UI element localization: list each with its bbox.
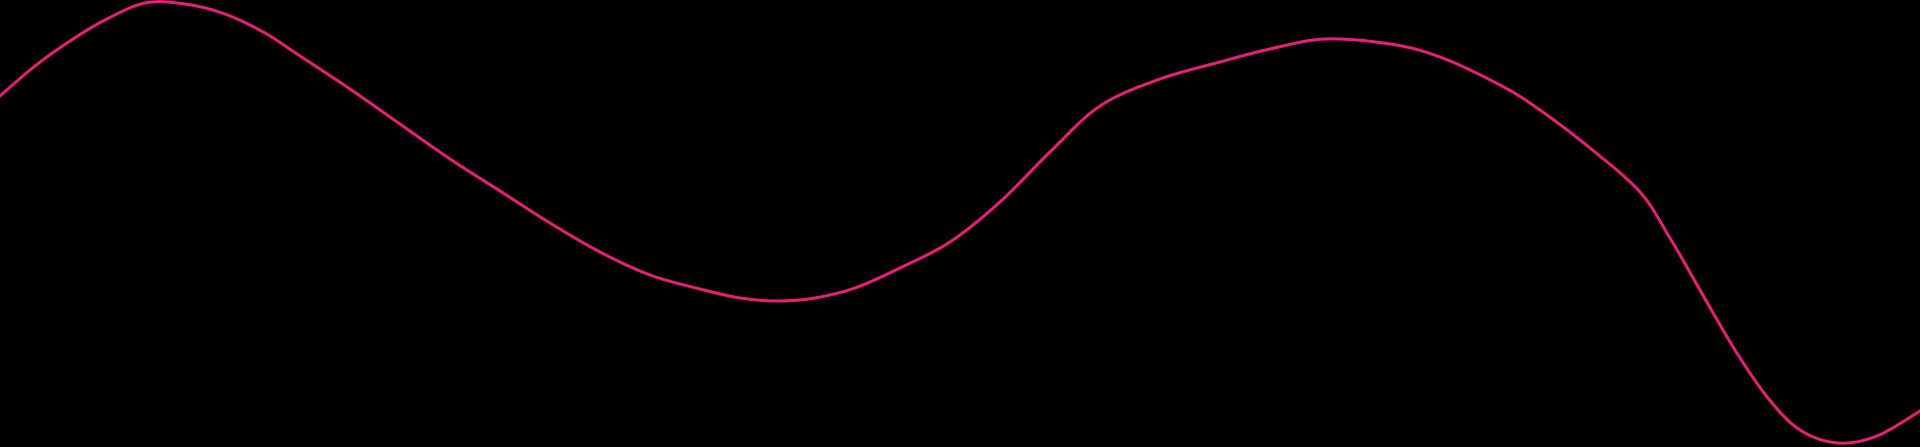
wave-line-chart (0, 0, 1920, 447)
wave-curve (0, 0, 1920, 445)
chart-canvas (0, 0, 1920, 447)
chart-background (0, 0, 1920, 447)
